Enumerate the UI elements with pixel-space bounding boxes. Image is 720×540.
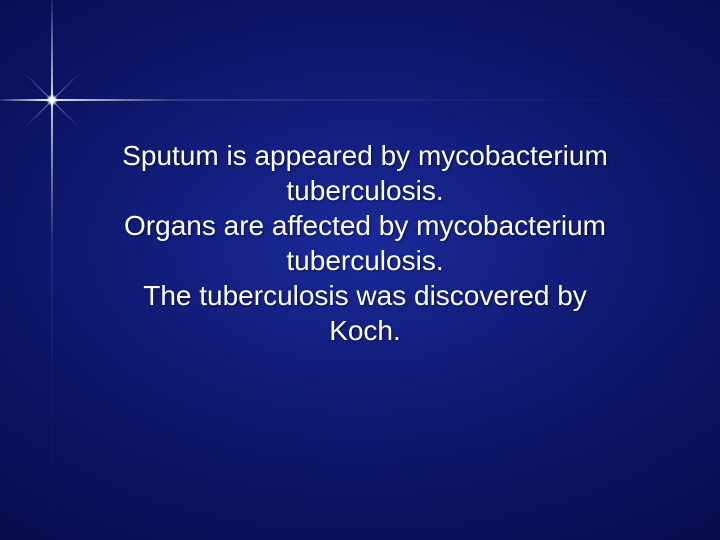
slide-text: Sputum is appeared by mycobacterium tube… bbox=[60, 138, 670, 348]
lensflare-ray-horizontal bbox=[0, 99, 712, 101]
text-line: Sputum is appeared by mycobacterium bbox=[60, 138, 670, 173]
lensflare-ray-diagonal bbox=[23, 71, 80, 128]
lensflare-ray-diagonal bbox=[23, 71, 80, 128]
text-line: tuberculosis. bbox=[60, 173, 670, 208]
lensflare-ray-vertical bbox=[51, 0, 53, 540]
slide: Sputum is appeared by mycobacterium tube… bbox=[0, 0, 720, 540]
text-line: tuberculosis. bbox=[60, 243, 670, 278]
text-line: Koch. bbox=[60, 313, 670, 348]
lensflare-icon bbox=[52, 100, 53, 101]
text-line: The tuberculosis was discovered by bbox=[60, 278, 670, 313]
lensflare-core bbox=[46, 94, 58, 106]
text-line: Organs are affected by mycobacterium bbox=[60, 208, 670, 243]
